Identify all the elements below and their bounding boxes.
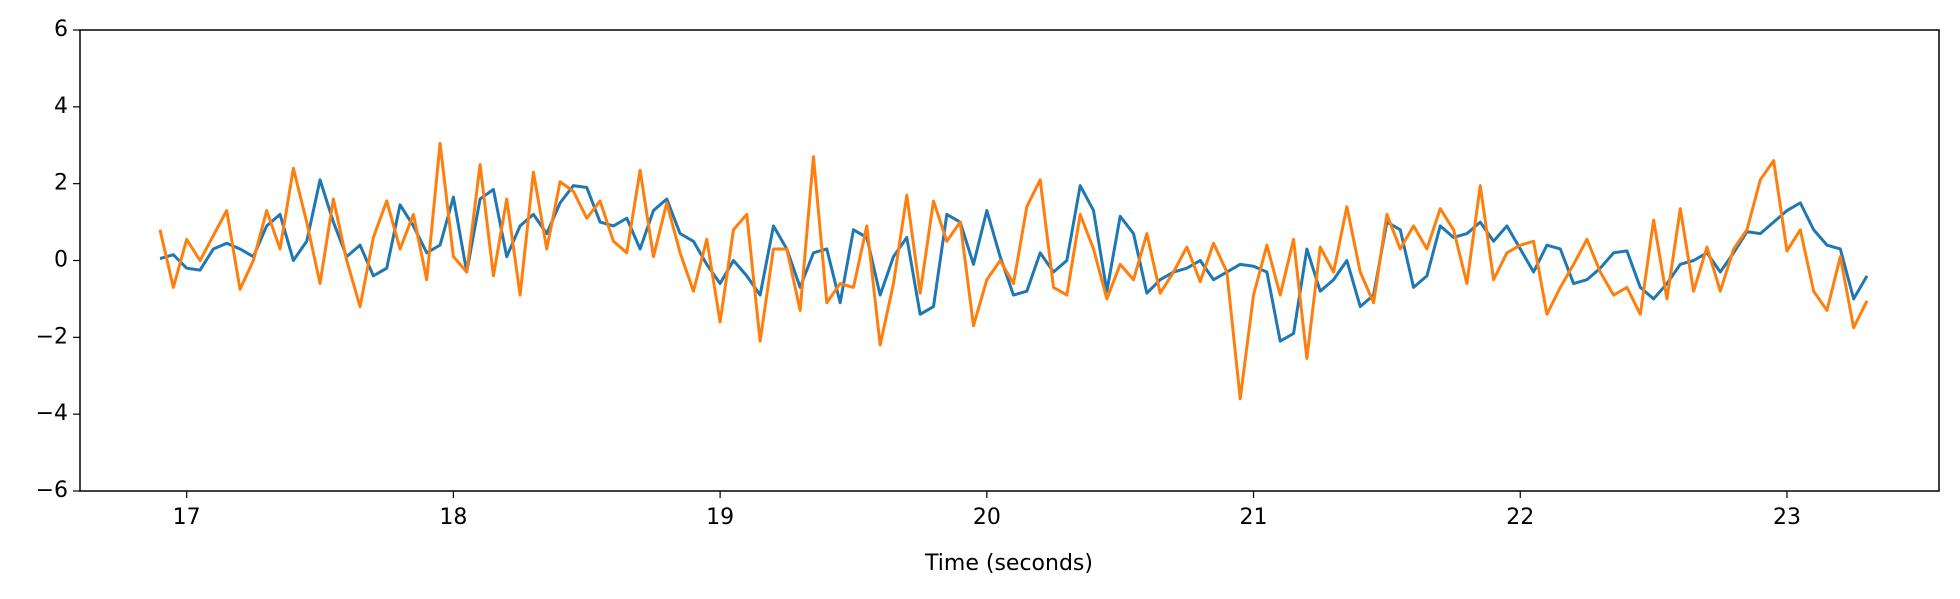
y-tick-label: 6 xyxy=(54,17,68,42)
x-tick-label: 19 xyxy=(706,505,734,530)
x-axis-label: Time (seconds) xyxy=(924,551,1093,576)
x-tick-label: 18 xyxy=(439,505,467,530)
y-tick-label: 0 xyxy=(54,248,68,273)
x-tick-label: 21 xyxy=(1240,505,1268,530)
y-tick-label: −2 xyxy=(36,324,68,349)
x-tick-label: 17 xyxy=(173,505,201,530)
y-tick-label: 2 xyxy=(54,171,68,196)
plot-frame xyxy=(79,29,1940,492)
x-tick-label: 22 xyxy=(1506,505,1534,530)
y-tick-label: −4 xyxy=(36,401,68,426)
x-tick-label: 23 xyxy=(1773,505,1801,530)
y-tick-label: 4 xyxy=(54,94,68,119)
series-line xyxy=(158,141,1869,401)
x-tick-label: 20 xyxy=(973,505,1001,530)
series-line xyxy=(159,178,1869,343)
y-tick-label: −6 xyxy=(36,478,68,503)
